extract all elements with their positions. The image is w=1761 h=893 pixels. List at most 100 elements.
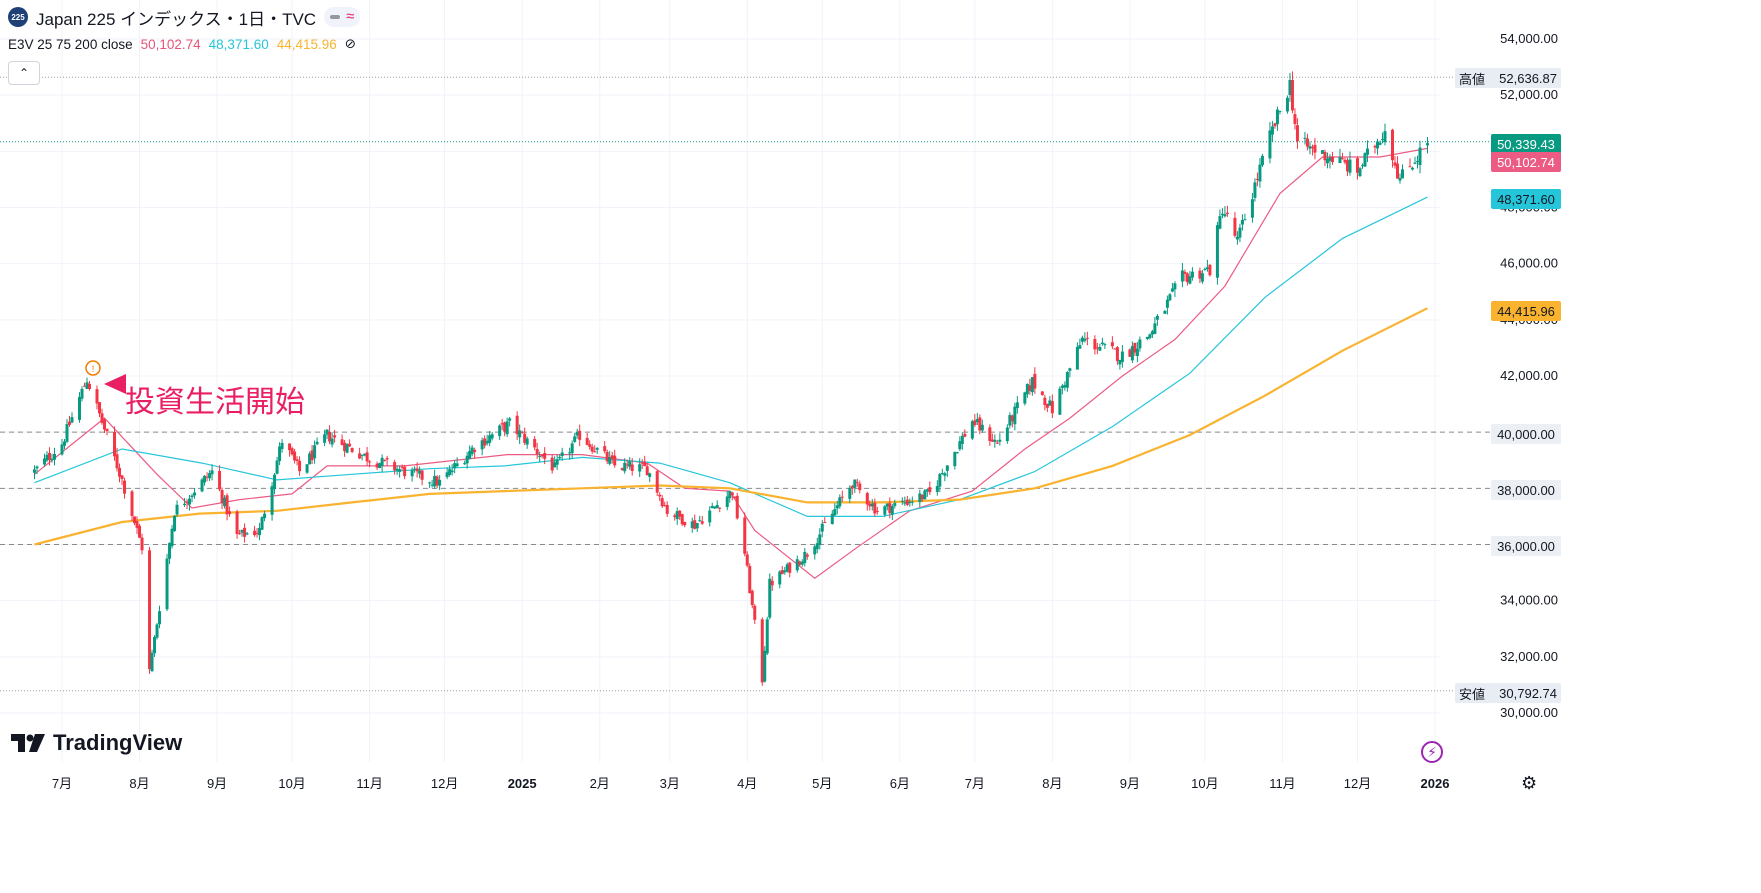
- legend-toggle[interactable]: ≈: [324, 7, 361, 27]
- candle-body: [270, 486, 274, 515]
- candle-body: [105, 428, 109, 432]
- earnings-marker-icon[interactable]: [85, 360, 101, 376]
- candle-body: [173, 515, 177, 532]
- candle-body: [535, 449, 539, 455]
- candle-body: [813, 546, 817, 555]
- candle-body: [1065, 371, 1069, 388]
- candle-body: [695, 523, 699, 529]
- high-label-value: 52,636.87: [1499, 70, 1557, 86]
- candle-body: [1373, 146, 1377, 148]
- candle-body: [1173, 283, 1177, 290]
- candle-body: [978, 417, 982, 431]
- candle-body: [938, 474, 942, 487]
- tradingview-logo[interactable]: TradingView: [11, 730, 182, 756]
- candle-body: [290, 448, 294, 455]
- symbol-title[interactable]: Japan 225 インデックス・1日・TVC: [36, 9, 317, 29]
- candle-body: [255, 532, 259, 534]
- candle-body: [833, 509, 837, 516]
- candle-body: [750, 590, 754, 606]
- candle-body: [1040, 391, 1044, 396]
- candle-body: [228, 511, 232, 514]
- candle-body: [165, 558, 169, 610]
- candle-body: [735, 495, 739, 519]
- candle-body: [683, 521, 687, 526]
- candle-body: [1358, 168, 1362, 177]
- candle-body: [398, 469, 402, 472]
- symbol-badge-icon[interactable]: 225: [8, 7, 28, 27]
- candle-body: [1050, 401, 1054, 414]
- collapse-legend-button[interactable]: ⌃: [8, 61, 40, 85]
- candle-body: [935, 486, 939, 492]
- candle-body: [1338, 157, 1342, 164]
- indicator-legend[interactable]: E3V 25 75 200 close 50,102.74 48,371.60 …: [8, 36, 356, 52]
- candle-body: [1095, 347, 1099, 349]
- candle-body: [1383, 131, 1387, 143]
- candle-body: [1415, 160, 1419, 162]
- time-tick-label: 8月: [129, 776, 149, 791]
- candle-body: [620, 468, 624, 470]
- candle-body: [113, 431, 117, 457]
- candle-body: [1305, 138, 1309, 147]
- candle-body: [453, 463, 457, 469]
- candle-body: [1235, 236, 1239, 240]
- candle-body: [480, 440, 484, 450]
- candle-body: [1115, 347, 1119, 361]
- candle-body: [1340, 158, 1344, 160]
- hide-icon[interactable]: ⊘: [344, 36, 357, 51]
- candle-body: [868, 503, 872, 507]
- candle-body: [1258, 164, 1262, 182]
- candle-body: [1085, 337, 1089, 339]
- candle-body: [238, 533, 242, 535]
- candle-body: [1285, 97, 1289, 112]
- candle-body: [830, 513, 834, 525]
- candle-body: [1155, 315, 1159, 320]
- candle-body: [998, 439, 1002, 442]
- candle-body: [360, 454, 364, 456]
- candle-body: [293, 451, 297, 461]
- candle-body: [665, 504, 669, 514]
- candle-body: [305, 464, 309, 473]
- candle-body: [1278, 110, 1282, 112]
- candle-body: [1013, 406, 1017, 425]
- candle-body: [315, 441, 319, 445]
- time-tick-label: 8月: [1042, 776, 1062, 791]
- candle-body: [298, 460, 302, 472]
- low-label-text: 安値: [1459, 686, 1486, 702]
- candle-body: [35, 466, 39, 469]
- candle-body: [568, 452, 572, 454]
- candle-body: [52, 453, 56, 460]
- candle-body: [140, 537, 144, 551]
- candle-body: [1008, 415, 1012, 426]
- candle-body: [1030, 377, 1034, 393]
- candle-body: [330, 438, 334, 445]
- candle-body: [295, 459, 299, 461]
- candle-body: [340, 439, 344, 446]
- candle-body: [1398, 178, 1402, 181]
- candle-body: [1118, 359, 1122, 365]
- candle-body: [593, 451, 597, 453]
- candle-body: [608, 456, 612, 464]
- annotation-text[interactable]: 投資生活開始: [125, 386, 305, 419]
- candle-body: [988, 427, 992, 442]
- candle-body: [375, 463, 379, 468]
- candle-body: [205, 476, 209, 478]
- candle-body: [148, 550, 152, 670]
- candle-body: [243, 527, 247, 537]
- ma25-line: [34, 147, 1428, 579]
- candle-body: [748, 566, 752, 594]
- lightning-icon[interactable]: ⚡: [1421, 741, 1443, 763]
- time-tick-label: 12月: [1344, 776, 1371, 791]
- gear-icon[interactable]: ⚙: [1521, 773, 1538, 793]
- candle-body: [928, 487, 932, 493]
- candle-body: [253, 530, 257, 536]
- candle-body: [625, 464, 629, 466]
- candle-body: [815, 543, 819, 550]
- candle-body: [260, 517, 264, 530]
- candle-body: [1270, 126, 1274, 135]
- candle-body: [130, 491, 134, 516]
- candle-body: [455, 463, 459, 467]
- candle-body: [1255, 178, 1259, 180]
- candle-body: [603, 446, 607, 452]
- candle-body: [918, 493, 922, 503]
